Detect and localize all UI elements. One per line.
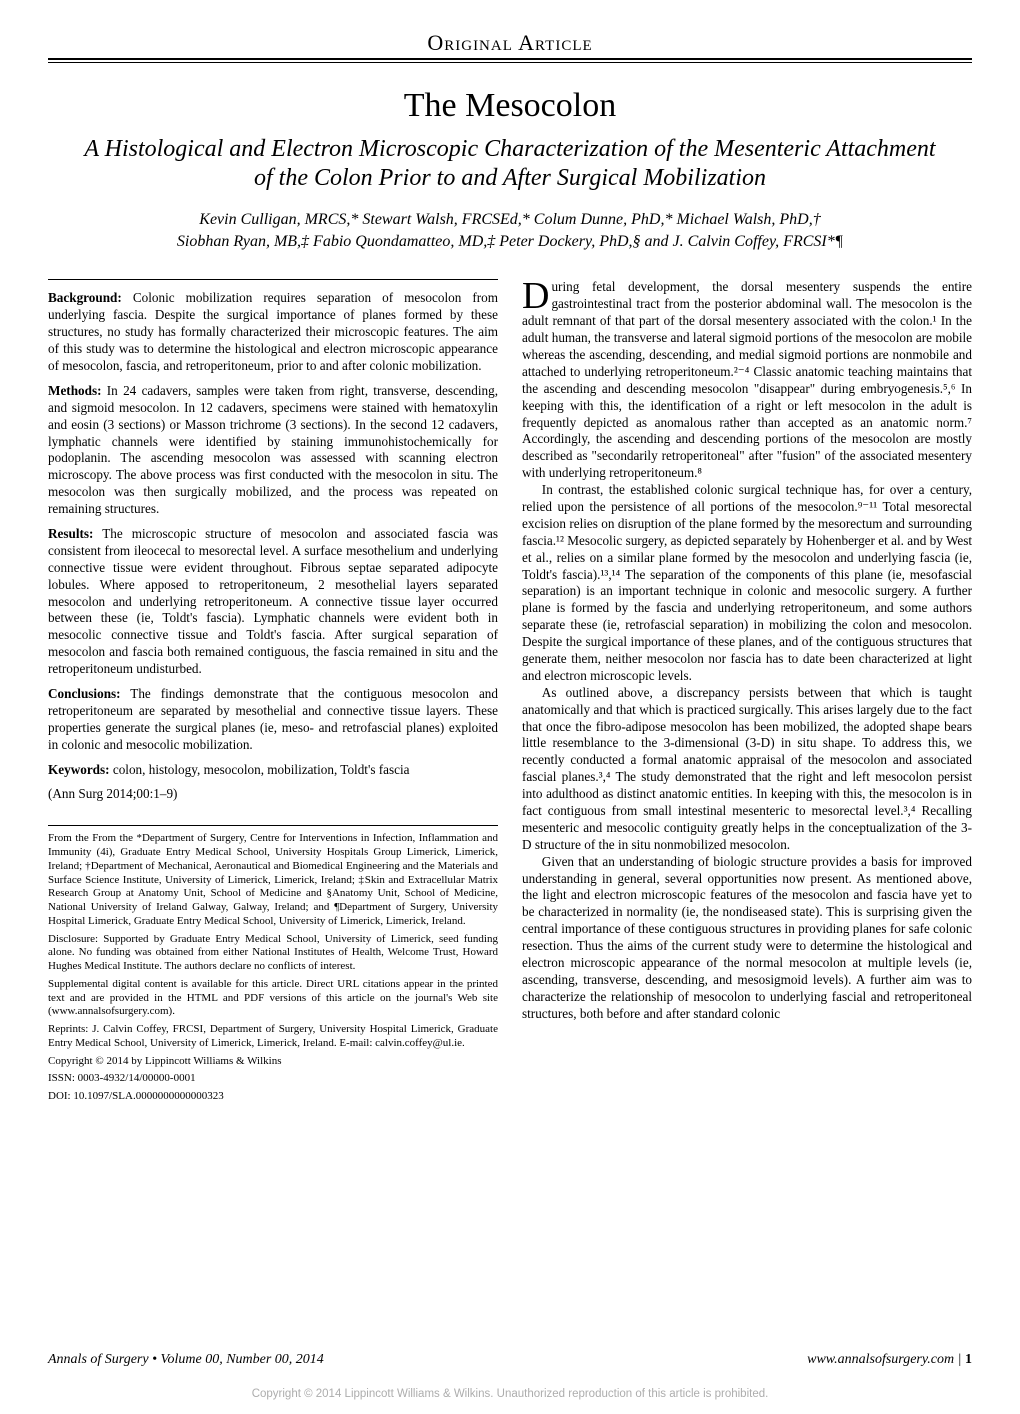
affil-issn: ISSN: 0003-4932/14/00000-0001 — [48, 1072, 498, 1086]
article-title: The Mesocolon — [48, 87, 972, 125]
section-header: Original Article — [48, 30, 972, 56]
two-column-layout: Background: Colonic mobilization require… — [48, 279, 972, 1107]
keywords-text: colon, histology, mesocolon, mobilizatio… — [110, 762, 410, 777]
methods-label: Methods: — [48, 383, 101, 398]
body-p3: As outlined above, a discrepancy persist… — [522, 685, 972, 854]
results-label: Results: — [48, 526, 93, 541]
authors-block: Kevin Culligan, MRCS,* Stewart Walsh, FR… — [48, 209, 972, 254]
abstract-results: Results: The microscopic structure of me… — [48, 526, 498, 678]
keywords-label: Keywords: — [48, 762, 110, 777]
abstract-conclusions: Conclusions: The findings demonstrate th… — [48, 686, 498, 754]
affil-supplemental: Supplemental digital content is availabl… — [48, 978, 498, 1019]
background-label: Background: — [48, 290, 122, 305]
keywords: Keywords: colon, histology, mesocolon, m… — [48, 762, 498, 779]
right-column: During fetal development, the dorsal mes… — [522, 279, 972, 1107]
methods-text: In 24 cadavers, samples were taken from … — [48, 383, 498, 516]
affil-copyright: Copyright © 2014 by Lippincott Williams … — [48, 1055, 498, 1069]
affil-rule — [48, 825, 498, 826]
dropcap: D — [522, 279, 551, 311]
footer-url: www.annalsofsurgery.com — [807, 1352, 954, 1367]
results-text: The microscopic structure of mesocolon a… — [48, 526, 498, 676]
affiliations-block: From the From the *Department of Surgery… — [48, 832, 498, 1104]
publisher-copyright-bar: Copyright © 2014 Lippincott Williams & W… — [0, 1384, 1020, 1404]
header-rule-thin — [48, 62, 972, 63]
left-column: Background: Colonic mobilization require… — [48, 279, 498, 1107]
authors-line-2: Siobhan Ryan, MB,‡ Fabio Quondamatteo, M… — [177, 233, 843, 250]
conclusions-label: Conclusions: — [48, 686, 121, 701]
affil-from: From the From the *Department of Surgery… — [48, 832, 498, 928]
footer-left: Annals of Surgery • Volume 00, Number 00… — [48, 1352, 324, 1368]
affil-disclosure: Disclosure: Supported by Graduate Entry … — [48, 933, 498, 974]
footer-sep: | — [954, 1352, 965, 1367]
abstract-block: Background: Colonic mobilization require… — [48, 290, 498, 803]
citation: (Ann Surg 2014;00:1–9) — [48, 786, 498, 803]
abstract-background: Background: Colonic mobilization require… — [48, 290, 498, 374]
body-p2: In contrast, the established colonic sur… — [522, 482, 972, 685]
affil-reprints: Reprints: J. Calvin Coffey, FRCSI, Depar… — [48, 1023, 498, 1051]
body-p4: Given that an understanding of biologic … — [522, 854, 972, 1023]
authors-line-1: Kevin Culligan, MRCS,* Stewart Walsh, FR… — [199, 211, 820, 228]
footer-right: www.annalsofsurgery.com | 1 — [807, 1352, 972, 1368]
abstract-top-rule — [48, 279, 498, 280]
header-rule-thick — [48, 58, 972, 60]
running-footer: Annals of Surgery • Volume 00, Number 00… — [48, 1352, 972, 1368]
body-p1: During fetal development, the dorsal mes… — [522, 279, 972, 482]
affil-doi: DOI: 10.1097/SLA.0000000000000323 — [48, 1090, 498, 1104]
footer-page-number: 1 — [965, 1352, 972, 1367]
article-subtitle: A Histological and Electron Microscopic … — [78, 135, 942, 193]
abstract-methods: Methods: In 24 cadavers, samples were ta… — [48, 383, 498, 518]
body-p1-text: uring fetal development, the dorsal mese… — [522, 279, 972, 480]
